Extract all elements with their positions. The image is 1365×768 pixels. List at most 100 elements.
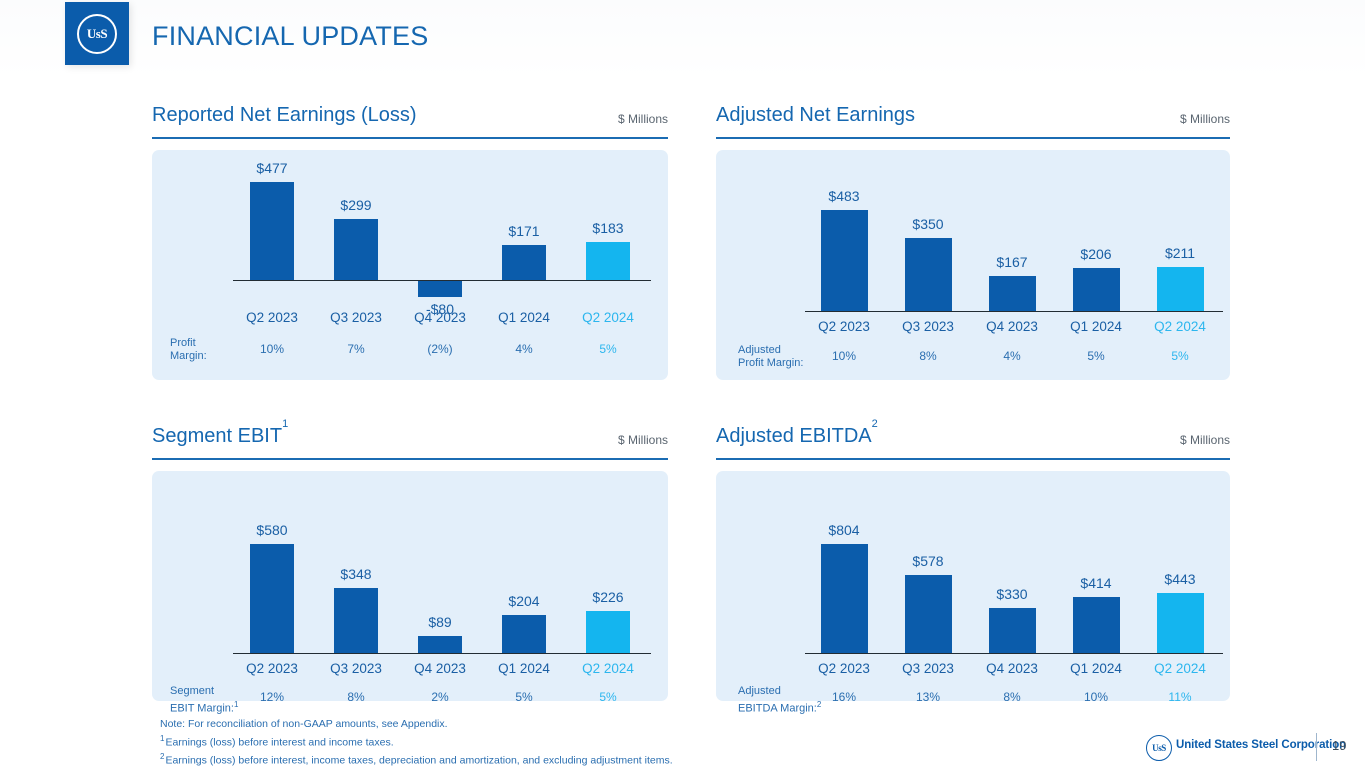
bar-reported-net-earnings-0 bbox=[250, 181, 294, 280]
category-label-adjusted-ebitda-4: Q2 2024 bbox=[1154, 661, 1206, 676]
footnote-2: 2Earnings (loss) before interest, income… bbox=[160, 750, 673, 768]
bar-value-label-reported-net-earnings-1: $299 bbox=[340, 196, 372, 213]
chart-title-footnote-marker: 2 bbox=[871, 418, 878, 431]
margin-value-adjusted-net-earnings-2: 4% bbox=[1003, 349, 1021, 363]
margin-row-label-adjusted-net-earnings: Adjusted Profit Margin: bbox=[738, 344, 803, 370]
category-label-adjusted-ebitda-3: Q1 2024 bbox=[1070, 661, 1122, 676]
chart-panel-adjusted-ebitda: Adjusted EBITDA2 $ Millions $804 Q2 2023 16%… bbox=[716, 418, 1230, 715]
footnote-note: Note: For reconciliation of non-GAAP amo… bbox=[160, 718, 448, 730]
chart-title-rule bbox=[152, 137, 668, 139]
margin-row-label-reported-net-earnings: Profit Margin: bbox=[170, 337, 207, 363]
uss-logo: UsS bbox=[65, 2, 129, 65]
margin-value-adjusted-ebitda-1: 13% bbox=[915, 690, 941, 704]
category-label-reported-net-earnings-0: Q2 2023 bbox=[246, 310, 298, 325]
bar-segment-ebit-0 bbox=[250, 543, 294, 653]
margin-row-label-line1: Segment bbox=[170, 685, 215, 697]
bar-adjusted-ebitda-1 bbox=[904, 574, 952, 653]
margin-row-label-adjusted-ebitda: Adjusted EBITDA Margin:2 bbox=[738, 685, 821, 716]
margin-value-reported-net-earnings-1: 7% bbox=[347, 342, 365, 356]
bar-value-label-reported-net-earnings-4: $183 bbox=[592, 220, 624, 237]
margin-value-adjusted-ebitda-0: 16% bbox=[831, 690, 857, 704]
margin-value-adjusted-net-earnings-0: 10% bbox=[831, 349, 857, 363]
bar-reported-net-earnings-3 bbox=[502, 244, 546, 280]
bar-adjusted-net-earnings-1 bbox=[904, 237, 952, 311]
chart-panel-adjusted-net-earnings: Adjusted Net Earnings $ Millions $483 Q2 20… bbox=[716, 104, 1230, 380]
category-label-adjusted-ebitda-1: Q3 2023 bbox=[902, 661, 954, 676]
bar-value-label-adjusted-net-earnings-3: $206 bbox=[1080, 245, 1112, 262]
chart-title-reported-net-earnings: Reported Net Earnings (Loss) bbox=[152, 104, 417, 126]
bar-value-label-adjusted-net-earnings-0: $483 bbox=[828, 187, 860, 204]
slide-header: UsS FINANCIAL UPDATES bbox=[0, 0, 1365, 78]
uss-logo-text: UsS bbox=[86, 26, 108, 41]
chart-header-adjusted-net-earnings: Adjusted Net Earnings $ Millions bbox=[716, 104, 1230, 139]
margin-value-reported-net-earnings-0: 10% bbox=[259, 342, 285, 356]
category-label-segment-ebit-2: Q4 2023 bbox=[414, 661, 466, 676]
chart-title-rule bbox=[152, 458, 668, 460]
bar-value-label-reported-net-earnings-3: $171 bbox=[508, 222, 540, 239]
bar-reported-net-earnings-2 bbox=[418, 281, 462, 298]
bar-segment-ebit-4 bbox=[586, 610, 630, 653]
margin-value-adjusted-ebitda-3: 10% bbox=[1083, 690, 1109, 704]
chart-title-footnote-marker: 1 bbox=[282, 418, 289, 431]
category-label-reported-net-earnings-2: Q4 2023 bbox=[414, 310, 466, 325]
footnote-1-marker: 1 bbox=[160, 733, 165, 743]
margin-value-adjusted-ebitda-4: 11% bbox=[1168, 690, 1192, 704]
category-label-adjusted-ebitda-0: Q2 2023 bbox=[818, 661, 870, 676]
bar-adjusted-net-earnings-3 bbox=[1072, 267, 1120, 311]
margin-value-adjusted-net-earnings-3: 5% bbox=[1087, 349, 1105, 363]
margin-value-segment-ebit-4: 5% bbox=[599, 690, 617, 704]
chart-title-adjusted-net-earnings: Adjusted Net Earnings bbox=[716, 104, 916, 126]
bar-value-label-segment-ebit-4: $226 bbox=[592, 588, 624, 605]
bar-value-label-adjusted-ebitda-1: $578 bbox=[912, 552, 944, 569]
chart-baseline-axis bbox=[233, 280, 651, 282]
bar-value-label-segment-ebit-1: $348 bbox=[340, 565, 372, 582]
bar-value-label-segment-ebit-2: $89 bbox=[428, 614, 452, 631]
chart-header-adjusted-ebitda: Adjusted EBITDA2 $ Millions bbox=[716, 418, 1230, 460]
footer-logo-text: UsS bbox=[1152, 743, 1166, 753]
margin-value-segment-ebit-0: 12% bbox=[259, 690, 285, 704]
bar-adjusted-net-earnings-4 bbox=[1156, 266, 1204, 311]
chart-panel-reported-net-earnings: Reported Net Earnings (Loss) $ Millions $4… bbox=[152, 104, 668, 380]
margin-row-label-line1: Adjusted bbox=[738, 344, 781, 356]
chart-units-label-adjusted-net-earnings: $ Millions bbox=[1179, 112, 1230, 126]
chart-units-label-adjusted-ebitda: $ Millions bbox=[1179, 433, 1230, 447]
chart-header-segment-ebit: Segment EBIT1 $ Millions bbox=[152, 418, 668, 460]
margin-value-segment-ebit-1: 8% bbox=[347, 690, 365, 704]
bar-value-label-adjusted-net-earnings-2: $167 bbox=[996, 253, 1028, 270]
bar-segment-ebit-2 bbox=[418, 636, 462, 653]
margin-value-reported-net-earnings-2: (2%) bbox=[427, 342, 453, 356]
category-label-reported-net-earnings-1: Q3 2023 bbox=[330, 310, 382, 325]
chart-units-label-reported-net-earnings: $ Millions bbox=[617, 112, 668, 126]
bar-value-label-segment-ebit-0: $580 bbox=[256, 521, 288, 538]
bar-adjusted-ebitda-0 bbox=[820, 544, 868, 653]
footnote-2-marker: 2 bbox=[160, 751, 165, 761]
margin-row-label-line2: Profit Margin: bbox=[738, 357, 804, 369]
margin-row-label-line1: Profit bbox=[170, 337, 196, 349]
bar-adjusted-net-earnings-2 bbox=[988, 275, 1036, 311]
bar-adjusted-ebitda-4 bbox=[1156, 592, 1204, 653]
margin-value-adjusted-net-earnings-1: 8% bbox=[919, 349, 937, 363]
bar-value-label-adjusted-ebitda-4: $443 bbox=[1164, 570, 1196, 587]
category-label-segment-ebit-3: Q1 2024 bbox=[498, 661, 550, 676]
bar-adjusted-ebitda-2 bbox=[988, 608, 1036, 653]
category-label-segment-ebit-1: Q3 2023 bbox=[330, 661, 382, 676]
chart-plot-area-adjusted-net-earnings: $483 Q2 2023 10% $350 Q3 2023 8% $167 Q4 2023 4%… bbox=[716, 150, 1230, 380]
chart-plot-area-segment-ebit: $580 Q2 2023 12% $348 Q3 2023 8% $89 Q4 2023 2% $… bbox=[152, 471, 668, 715]
bar-value-label-adjusted-ebitda-0: $804 bbox=[828, 522, 860, 539]
category-label-adjusted-net-earnings-2: Q4 2023 bbox=[986, 319, 1038, 334]
footnotes: Note: For reconciliation of non-GAAP amo… bbox=[160, 718, 673, 768]
category-label-adjusted-net-earnings-1: Q3 2023 bbox=[902, 319, 954, 334]
category-label-reported-net-earnings-4: Q2 2024 bbox=[582, 310, 634, 325]
footer-divider bbox=[1316, 733, 1317, 761]
bar-adjusted-ebitda-3 bbox=[1072, 596, 1120, 653]
bar-value-label-adjusted-net-earnings-1: $350 bbox=[912, 215, 944, 232]
margin-value-reported-net-earnings-3: 4% bbox=[515, 342, 533, 356]
category-label-adjusted-net-earnings-4: Q2 2024 bbox=[1154, 319, 1206, 334]
page-number: 19 bbox=[1332, 738, 1347, 753]
page-title: FINANCIAL UPDATES bbox=[152, 21, 429, 51]
chart-plot-area-reported-net-earnings: $477 Q2 2023 10% $299 Q3 2023 7% -$80 Q4 2023 (2… bbox=[152, 150, 668, 380]
margin-row-label-line1: Adjusted bbox=[738, 685, 781, 697]
chart-panel-segment-ebit: Segment EBIT1 $ Millions $580 Q2 2023 12% $34… bbox=[152, 418, 668, 715]
margin-value-reported-net-earnings-4: 5% bbox=[599, 342, 617, 356]
